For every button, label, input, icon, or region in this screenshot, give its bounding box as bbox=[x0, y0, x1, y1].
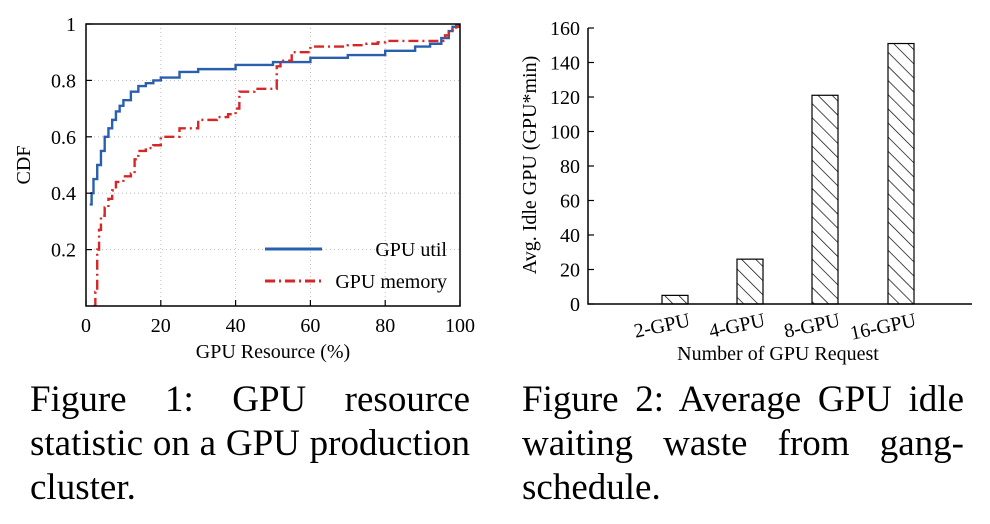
figure-2-y-tick-label: 80 bbox=[560, 156, 580, 178]
figure-2-x-tick-label: 4-GPU bbox=[707, 309, 768, 342]
figure-1-y-tick-label: 0.6 bbox=[51, 127, 76, 149]
figure-1-caption: Figure 1: GPU resource statistic on a GP… bbox=[30, 378, 470, 510]
figure-2-x-tick-label: 2-GPU bbox=[632, 309, 693, 342]
figure-2-y-tick-label: 40 bbox=[560, 225, 580, 247]
figure-1-y-axis-label: CDF bbox=[13, 146, 35, 185]
figure-2-axes bbox=[587, 28, 972, 305]
figure-1-plot-frame bbox=[85, 23, 461, 307]
bar-2-gpu bbox=[661, 294, 689, 305]
bar-8-gpu bbox=[811, 94, 839, 305]
figure-2-x-tick-label: 8-GPU bbox=[782, 309, 843, 342]
figure-2-bar-chart: 0 20 40 60 80 100 120 140 160 2-GPU 4-GPU 8-GPU 16-G… bbox=[519, 18, 972, 365]
figure-2-x-axis-label: Number of GPU Request bbox=[677, 343, 879, 365]
figure-1-cdf-chart: 0 20 40 60 80 100 0.2 0.4 0.6 0.8 1 CDF GPU Resour… bbox=[13, 14, 475, 363]
figure-1-x-tick-label: 0 bbox=[81, 315, 91, 337]
figure-2-y-tick-label: 20 bbox=[560, 260, 580, 282]
figure-2-y-tick-label: 160 bbox=[550, 18, 580, 40]
figure-2-y-tick-label: 0 bbox=[570, 294, 580, 316]
figure-1-y-tick-label: 1 bbox=[66, 14, 76, 36]
legend-label-gpu-util: GPU util bbox=[375, 239, 447, 261]
figure-1-x-axis-label: GPU Resource (%) bbox=[196, 341, 350, 363]
cdf-line-gpu-util bbox=[89, 24, 460, 206]
figure-1-x-tick-label: 100 bbox=[445, 315, 475, 337]
figure-2-y-tick-label: 120 bbox=[550, 87, 580, 109]
figure-1-x-tick-label: 80 bbox=[375, 315, 395, 337]
figure-1-y-tick-label: 0.8 bbox=[51, 70, 76, 92]
bar-16-gpu bbox=[887, 42, 915, 305]
figure-2-y-tick-label: 140 bbox=[550, 53, 580, 75]
figure-2-x-tick-label: 16-GPU bbox=[848, 309, 918, 344]
figure-1-y-tick-label: 0.4 bbox=[51, 183, 76, 205]
figure-1-x-tick-label: 60 bbox=[300, 315, 320, 337]
figure-2-y-axis-label: Avg. Idle GPU (GPU*min) bbox=[519, 56, 541, 275]
figure-1-x-tick-label: 20 bbox=[151, 315, 171, 337]
bar-4-gpu bbox=[736, 258, 764, 305]
figure-2-caption-text: Figure 2: Average GPU idle waiting waste… bbox=[522, 379, 964, 508]
figure-1-caption-text: Figure 1: GPU resource statistic on a GP… bbox=[30, 379, 470, 508]
figure-1-y-tick-label: 0.2 bbox=[51, 240, 76, 262]
figure-2-y-tick-label: 100 bbox=[550, 122, 580, 144]
figure-2-y-tick-label: 60 bbox=[560, 191, 580, 213]
figure-2-caption: Figure 2: Average GPU idle waiting waste… bbox=[522, 378, 964, 510]
legend-label-gpu-memory: GPU memory bbox=[335, 271, 447, 293]
figure-1-x-tick-label: 40 bbox=[226, 315, 246, 337]
cdf-line-gpu-memory bbox=[93, 24, 460, 306]
figure-1-legend: GPU util GPU memory bbox=[265, 239, 447, 293]
